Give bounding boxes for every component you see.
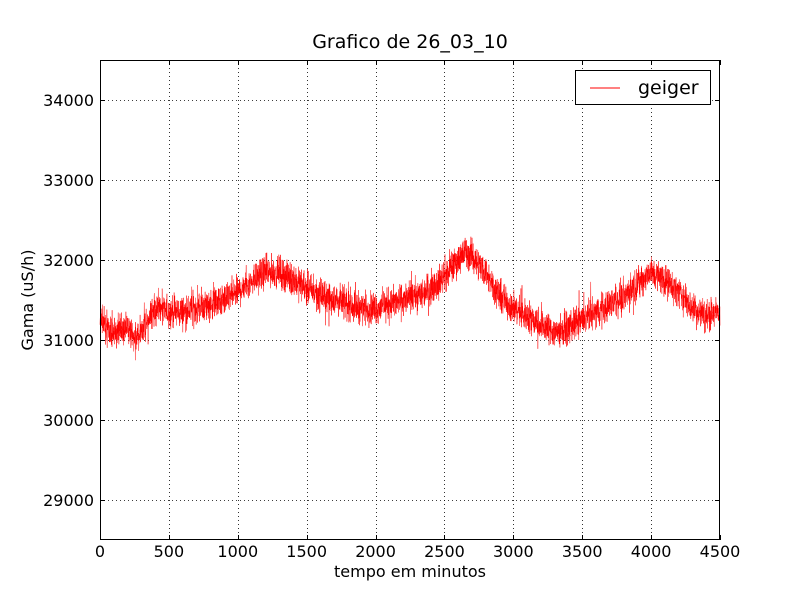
chart-title: Grafico de 26_03_10: [312, 31, 508, 53]
y-tick-label: 30000: [43, 411, 94, 430]
x-tick-label: 1000: [217, 542, 258, 561]
x-tick-label: 500: [154, 542, 185, 561]
x-tick-label: 3000: [493, 542, 534, 561]
legend: geiger: [575, 70, 711, 105]
plot-frame: [100, 60, 720, 540]
x-tick-label: 3500: [562, 542, 603, 561]
y-tick-label: 33000: [43, 171, 94, 190]
x-tick-label: 1500: [286, 542, 327, 561]
ticks: [100, 60, 721, 540]
x-tick-label: 4500: [700, 542, 741, 561]
x-tick-label: 4000: [631, 542, 672, 561]
y-tick-label: 29000: [43, 491, 94, 510]
x-tick-label: 2500: [424, 542, 465, 561]
y-tick-label: 31000: [43, 331, 94, 350]
x-tick-label: 2000: [355, 542, 396, 561]
y-tick-label: 32000: [43, 251, 94, 270]
y-tick-label: 34000: [43, 91, 94, 110]
y-axis-title: Gama (uS/h): [18, 250, 37, 351]
x-tick-label: 0: [95, 542, 105, 561]
series-line-geiger: [99, 236, 721, 361]
legend-label-geiger: geiger: [638, 77, 699, 99]
tick-labels: 0 500 1000 1500 2000 2500 3000 3500 4000 4500 2900…: [43, 91, 740, 561]
x-axis-title: tempo em minutos: [334, 562, 486, 581]
grid: [100, 60, 720, 540]
series-layer: [99, 236, 721, 361]
